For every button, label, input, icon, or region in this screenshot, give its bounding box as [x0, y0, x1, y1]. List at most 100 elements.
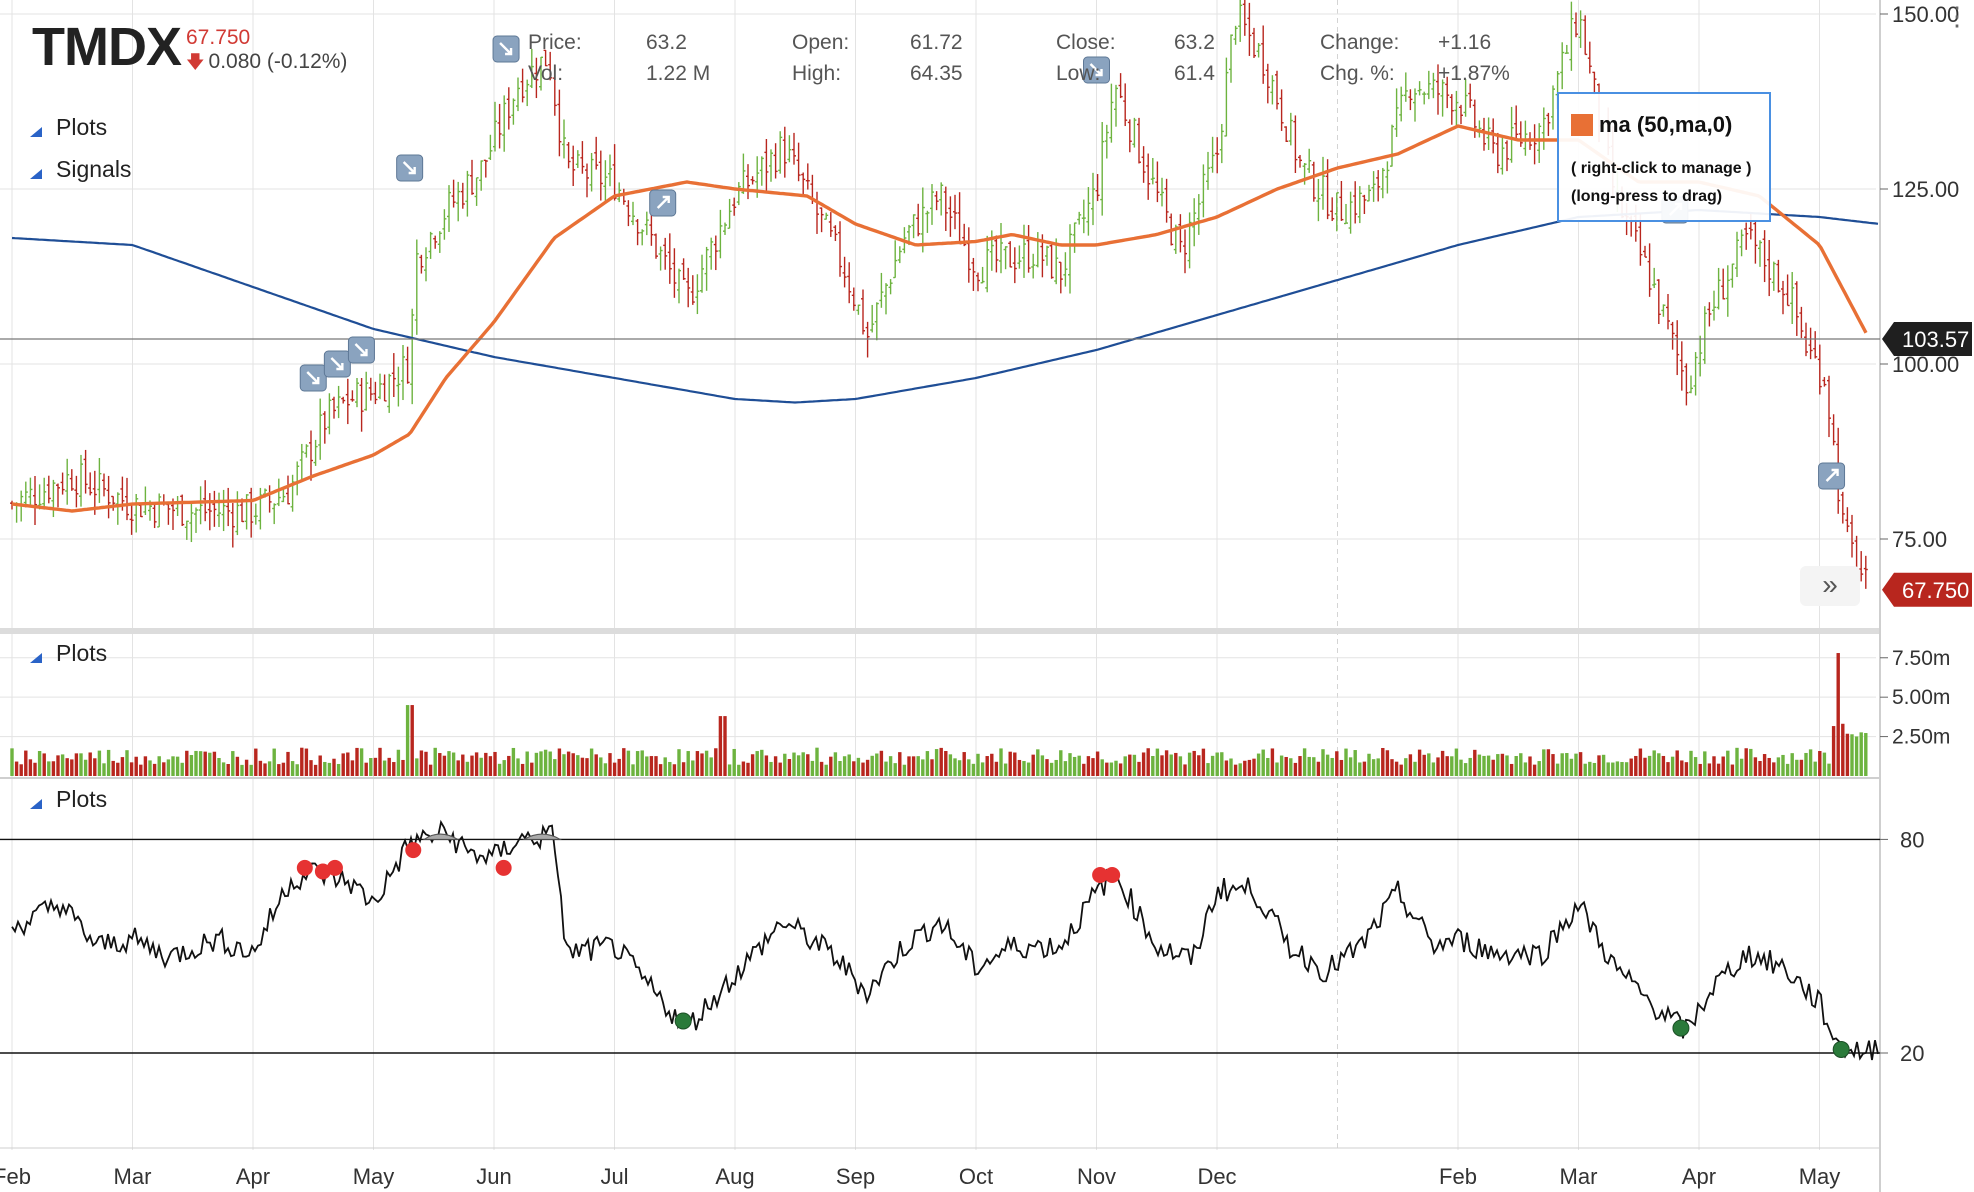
- volume-bar: [231, 751, 235, 776]
- price-bar: [1500, 137, 1505, 175]
- volume-bar: [1542, 749, 1546, 776]
- volume-bar: [1620, 761, 1624, 776]
- volume-bar: [327, 762, 332, 776]
- price-bar: [1219, 123, 1224, 164]
- price-bar: [1767, 239, 1772, 297]
- volume-bar: [1072, 756, 1077, 776]
- volume-bar: [1339, 759, 1344, 776]
- price-bar: [497, 103, 502, 149]
- price-bar: [792, 132, 796, 165]
- price-bar: [235, 491, 240, 536]
- price-bar: [911, 214, 916, 239]
- volume-bar: [1509, 763, 1514, 776]
- price-bar: [557, 89, 562, 157]
- price-bar: [157, 493, 162, 528]
- volume-bar: [865, 759, 870, 776]
- more-options-icon[interactable]: ⋮: [1944, 1, 1970, 31]
- volume-bar: [415, 758, 419, 776]
- volume-bar: [373, 757, 378, 776]
- price-bar: [1790, 272, 1795, 325]
- price-bar: [1054, 238, 1059, 285]
- price-bar: [764, 138, 769, 193]
- volume-bar: [1592, 762, 1597, 776]
- x-tick-label: Feb: [1439, 1164, 1477, 1189]
- volume-bar: [1514, 756, 1518, 776]
- volume-bar: [580, 757, 585, 776]
- price-bar: [1403, 72, 1408, 102]
- price-bar: [980, 266, 985, 284]
- x-tick-label: Feb: [0, 1164, 31, 1189]
- price-bar: [925, 210, 930, 233]
- price-bar: [1003, 246, 1008, 270]
- volume-bar: [93, 758, 97, 776]
- volume-bar: [295, 764, 299, 776]
- price-plots-toggle[interactable]: Plots: [30, 114, 107, 141]
- volume-bar: [511, 747, 516, 776]
- ohlc-low-label: Low:: [1056, 62, 1101, 85]
- price-bar: [971, 257, 976, 291]
- sell-signal-icon: [1083, 56, 1110, 84]
- price-bar: [1279, 89, 1284, 131]
- x-tick-label: Jul: [600, 1164, 628, 1189]
- volume-bar: [382, 760, 387, 776]
- scroll-forward-button[interactable]: »: [1800, 566, 1860, 606]
- volume-bar: [507, 755, 511, 776]
- volume-bar: [907, 756, 911, 776]
- oversold-dot: [1832, 1040, 1850, 1058]
- ohlc-vol-label: Vol:: [528, 62, 564, 85]
- volume-bar: [1546, 749, 1551, 776]
- sell-signal-icon: [396, 154, 424, 182]
- price-bar: [451, 179, 456, 208]
- price-bar: [1578, 10, 1583, 48]
- price-bar: [1063, 252, 1068, 287]
- volume-bar: [1574, 753, 1578, 776]
- price-bar: [1822, 377, 1827, 387]
- price-bar: [759, 156, 764, 186]
- volume-bar: [1537, 761, 1541, 776]
- ohlc-open-label: Open:: [792, 31, 850, 54]
- price-bar: [1679, 341, 1684, 391]
- oscillator-plots-toggle[interactable]: Plots: [30, 786, 107, 813]
- volume-bar: [852, 761, 856, 776]
- y-tick-label: 150.00: [1892, 2, 1959, 27]
- volume-bar: [1293, 762, 1298, 776]
- price-bar: [640, 229, 645, 246]
- volume-bar: [1040, 755, 1045, 776]
- volume-bar: [162, 762, 166, 776]
- price-bar: [1196, 194, 1201, 235]
- volume-bar: [1505, 755, 1509, 776]
- price-bar: [318, 398, 323, 460]
- price-bar: [654, 233, 658, 259]
- price-bar: [1721, 268, 1726, 300]
- price-bar: [1022, 224, 1026, 278]
- volume-bar: [208, 752, 212, 776]
- volume-bar: [1247, 759, 1252, 776]
- oversold-dot: [674, 1012, 692, 1030]
- last-price-badge: [1882, 572, 1972, 607]
- price-bar: [1316, 178, 1321, 222]
- volume-bar: [1689, 750, 1693, 776]
- volume-bar: [1707, 763, 1712, 776]
- volume-bar: [336, 763, 341, 776]
- price-bar: [1100, 122, 1105, 216]
- price-bar: [134, 493, 139, 533]
- price-bar: [1371, 171, 1376, 202]
- volume-bar: [263, 763, 267, 776]
- price-bar: [773, 143, 778, 179]
- volume-bar: [594, 754, 598, 776]
- price-signals-toggle[interactable]: Signals: [30, 156, 131, 183]
- volume-bar: [277, 764, 281, 776]
- volume-plots-toggle[interactable]: Plots: [30, 640, 107, 667]
- volume-bar: [1229, 758, 1233, 776]
- volume-bar: [1551, 754, 1555, 776]
- volume-bar: [438, 753, 442, 776]
- price-bar: [1638, 213, 1643, 266]
- volume-bar: [741, 761, 746, 776]
- sell-signal-icon: [299, 364, 327, 392]
- price-bar: [690, 275, 695, 305]
- volume-bar: [1344, 748, 1348, 776]
- volume-bar: [1813, 761, 1817, 776]
- volume-bar: [1316, 761, 1321, 776]
- last-price: 67.750: [186, 26, 251, 49]
- ma-tooltip[interactable]: ma (50,ma,0) ( right-click to manage ) (…: [1557, 92, 1771, 222]
